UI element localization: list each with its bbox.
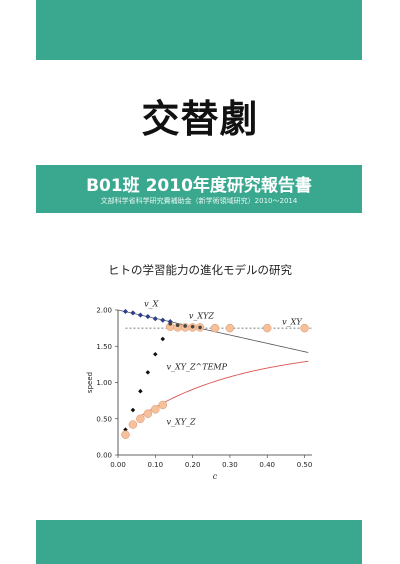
vxy-z-point xyxy=(151,405,160,414)
vx-point xyxy=(130,310,136,316)
vxy-point xyxy=(225,323,235,333)
vxy-point xyxy=(210,323,220,333)
speed-chart: 0.00 0.10 0.20 0.30 0.40 0.50 0.00 0.50 1.00 1.50… xyxy=(86,299,313,481)
y-tick-label: 1.50 xyxy=(96,343,112,351)
vxyz-point xyxy=(198,325,202,330)
vx-point xyxy=(160,317,166,323)
vxy-z-point xyxy=(121,430,130,439)
x-tick-label: 0.30 xyxy=(222,461,238,469)
vx-point xyxy=(137,312,143,318)
x-tick-label: 0.20 xyxy=(185,461,201,469)
vxy-point xyxy=(300,323,309,333)
vxy-z-temp-point xyxy=(153,351,158,357)
vxy-z-point xyxy=(128,420,138,429)
vxy-z-temp-point xyxy=(138,388,143,394)
x-axis-label: c xyxy=(213,472,218,481)
vxyz-point xyxy=(183,324,187,328)
y-axis-label: speed xyxy=(86,372,94,393)
y-tick-label: 0.50 xyxy=(96,415,112,423)
vxy-z-temp-point xyxy=(130,407,136,413)
top-color-band xyxy=(36,0,362,60)
vx-point xyxy=(152,316,158,322)
vxy-z-point xyxy=(143,409,153,418)
bottom-color-band xyxy=(36,520,362,564)
series-label: v_X xyxy=(144,299,159,308)
series-label: v_XY_Z^TEMP xyxy=(167,362,228,371)
vxyz-point xyxy=(168,321,173,326)
vx-point xyxy=(122,308,129,314)
report-band: B01班 2010年度研究報告書 文部科学省科学研究費補助金（新学術領域研究）2… xyxy=(36,165,362,213)
x-tick-label: 0.50 xyxy=(297,461,313,469)
y-tick-label: 1.00 xyxy=(96,379,112,387)
vxy-z-temp-point xyxy=(145,370,151,375)
research-subtitle: ヒトの学習能力の進化モデルの研究 xyxy=(108,263,292,277)
x-tick-label: 0.00 xyxy=(110,461,126,469)
vxy-z-temp-point xyxy=(160,336,166,342)
x-tick-label: 0.40 xyxy=(259,461,275,469)
series-label: v_XY xyxy=(282,318,302,327)
vxyz-point xyxy=(175,323,180,328)
vxyz-point xyxy=(190,324,195,329)
main-title: 交替劇 xyxy=(141,97,259,141)
vx-point xyxy=(145,313,151,320)
y-tick-label: 0.00 xyxy=(96,452,112,460)
report-subtitle: 文部科学省科学研究費補助金（新学術領域研究）2010～2014 xyxy=(100,197,298,205)
y-tick-label: 2.00 xyxy=(96,307,112,315)
report-title: B01班 2010年度研究報告書 xyxy=(86,176,312,196)
x-tick-label: 0.10 xyxy=(148,461,164,469)
vxy-point xyxy=(262,323,272,333)
vxy-z-point xyxy=(136,414,145,423)
vxy-z-point xyxy=(158,400,168,410)
series-label: v_XYZ xyxy=(189,312,214,321)
series-label: v_XY_Z xyxy=(167,418,196,427)
